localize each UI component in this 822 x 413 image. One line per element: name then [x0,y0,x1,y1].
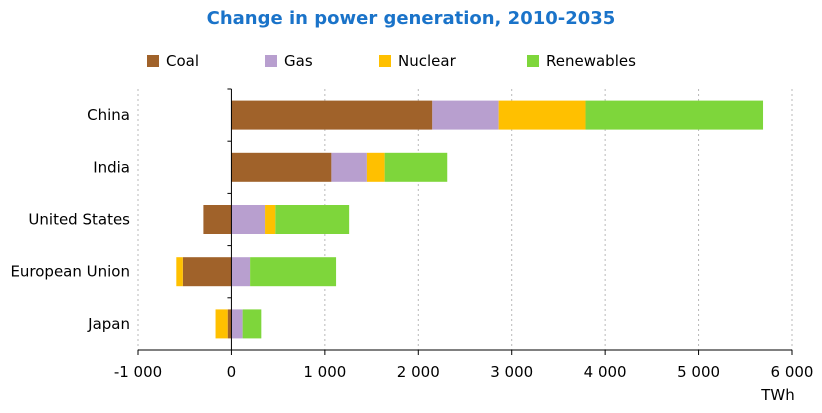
bar-renewables-japan [242,309,262,339]
legend-swatch [527,55,539,67]
x-tick-label: 3 000 [490,363,533,381]
x-tick-label: 0 [227,363,237,381]
bar-renewables-china [585,100,764,130]
category-label: China [87,106,130,124]
bar-gas-united-states [231,205,266,234]
legend-label: Renewables [546,52,636,70]
x-tick-label: -1 000 [114,363,162,381]
bar-nuclear-european-union [176,257,183,287]
bar-nuclear-india [366,152,385,182]
category-label: India [93,158,130,176]
bar-coal-india [231,152,332,182]
x-tick-label: 1 000 [303,363,346,381]
bar-gas-india [331,152,367,182]
category-label: European Union [10,263,130,281]
bar-renewables-european-union [250,257,337,287]
bar-nuclear-japan [215,309,228,339]
bar-gas-european-union [231,257,251,287]
legend-label: Nuclear [398,52,456,70]
legend: Coal Gas Nuclear Renewables [0,51,822,71]
legend-item-gas: Gas [265,51,313,71]
category-label: Japan [87,315,130,333]
bar-coal-china [231,100,433,130]
legend-item-renewables: Renewables [527,51,636,71]
x-tick-label: 4 000 [584,363,627,381]
bar-coal-united-states [203,205,232,234]
bar-gas-china [432,100,499,130]
legend-item-coal: Coal [147,51,199,71]
legend-swatch [265,55,277,67]
x-tick-label: 6 000 [771,363,814,381]
x-tick-label: 2 000 [397,363,440,381]
bar-nuclear-united-states [265,205,276,234]
legend-swatch [147,55,159,67]
chart-title: Change in power generation, 2010-2035 [206,8,616,29]
bar-coal-japan [227,309,232,339]
bar-renewables-united-states [275,205,350,234]
legend-label: Coal [166,52,200,70]
legend-swatch [379,55,391,67]
legend-item-nuclear: Nuclear [379,51,456,71]
bar-coal-european-union [182,257,232,287]
x-axis-unit-label: TWh [761,386,795,404]
bar-nuclear-china [498,100,586,130]
x-tick-label: 5 000 [677,363,720,381]
legend-label: Gas [284,52,313,70]
bar-renewables-india [384,152,448,182]
bar-gas-japan [231,309,243,339]
category-label: United States [28,211,130,229]
